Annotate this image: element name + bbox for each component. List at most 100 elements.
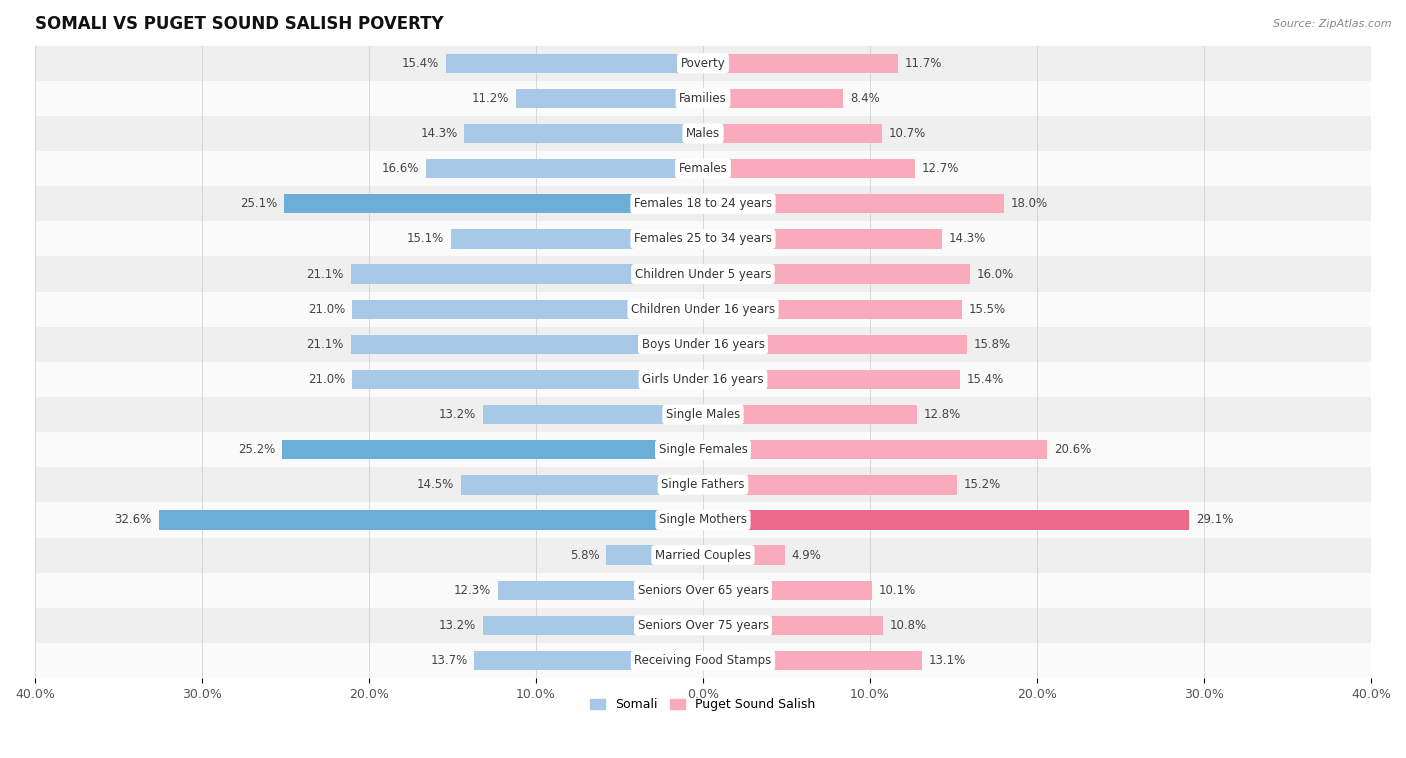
Bar [703, 229, 942, 249]
Text: Children Under 5 years: Children Under 5 years [634, 268, 772, 280]
Text: 10.1%: 10.1% [879, 584, 915, 597]
Text: 10.7%: 10.7% [889, 127, 925, 140]
Bar [703, 651, 922, 670]
Text: Females 25 to 34 years: Females 25 to 34 years [634, 233, 772, 246]
Legend: Somali, Puget Sound Salish: Somali, Puget Sound Salish [585, 693, 821, 716]
Text: Source: ZipAtlas.com: Source: ZipAtlas.com [1274, 19, 1392, 29]
Text: 25.2%: 25.2% [238, 443, 276, 456]
Text: 14.3%: 14.3% [949, 233, 986, 246]
Bar [35, 256, 1371, 292]
Text: 4.9%: 4.9% [792, 549, 821, 562]
Text: Boys Under 16 years: Boys Under 16 years [641, 338, 765, 351]
Text: Single Fathers: Single Fathers [661, 478, 745, 491]
Text: Girls Under 16 years: Girls Under 16 years [643, 373, 763, 386]
Bar [353, 370, 703, 389]
Text: Females 18 to 24 years: Females 18 to 24 years [634, 197, 772, 210]
Text: Single Mothers: Single Mothers [659, 513, 747, 527]
Text: 16.0%: 16.0% [977, 268, 1014, 280]
Bar [35, 537, 1371, 573]
Text: 25.1%: 25.1% [240, 197, 277, 210]
Bar [703, 265, 970, 283]
Bar [35, 643, 1371, 678]
Bar [35, 573, 1371, 608]
Bar [464, 124, 703, 143]
Bar [35, 432, 1371, 467]
Bar [703, 615, 883, 635]
Text: 15.5%: 15.5% [969, 302, 1005, 315]
Bar [451, 229, 703, 249]
Text: 12.3%: 12.3% [454, 584, 491, 597]
Text: 18.0%: 18.0% [1011, 197, 1047, 210]
Text: 8.4%: 8.4% [851, 92, 880, 105]
Bar [446, 54, 703, 73]
Bar [703, 54, 898, 73]
Bar [284, 194, 703, 214]
Text: Seniors Over 65 years: Seniors Over 65 years [637, 584, 769, 597]
Bar [35, 397, 1371, 432]
Bar [159, 510, 703, 530]
Bar [35, 151, 1371, 186]
Bar [703, 370, 960, 389]
Bar [498, 581, 703, 600]
Bar [703, 546, 785, 565]
Bar [35, 327, 1371, 362]
Text: 21.1%: 21.1% [307, 338, 344, 351]
Text: 13.2%: 13.2% [439, 619, 475, 632]
Bar [482, 405, 703, 424]
Bar [353, 299, 703, 319]
Text: 13.7%: 13.7% [430, 654, 468, 667]
Bar [703, 334, 967, 354]
Text: Seniors Over 75 years: Seniors Over 75 years [637, 619, 769, 632]
Text: SOMALI VS PUGET SOUND SALISH POVERTY: SOMALI VS PUGET SOUND SALISH POVERTY [35, 15, 443, 33]
Text: Females: Females [679, 162, 727, 175]
Text: 14.3%: 14.3% [420, 127, 457, 140]
Bar [516, 89, 703, 108]
Text: 15.1%: 15.1% [406, 233, 444, 246]
Bar [350, 265, 703, 283]
Text: 29.1%: 29.1% [1195, 513, 1233, 527]
Bar [35, 292, 1371, 327]
Text: 21.1%: 21.1% [307, 268, 344, 280]
Bar [35, 221, 1371, 256]
Text: Children Under 16 years: Children Under 16 years [631, 302, 775, 315]
Text: Receiving Food Stamps: Receiving Food Stamps [634, 654, 772, 667]
Text: Single Males: Single Males [666, 408, 740, 421]
Text: Families: Families [679, 92, 727, 105]
Text: 12.8%: 12.8% [924, 408, 960, 421]
Text: 10.8%: 10.8% [890, 619, 927, 632]
Text: 32.6%: 32.6% [115, 513, 152, 527]
Text: 13.2%: 13.2% [439, 408, 475, 421]
Bar [703, 299, 962, 319]
Text: 15.4%: 15.4% [967, 373, 1004, 386]
Bar [35, 362, 1371, 397]
Text: Males: Males [686, 127, 720, 140]
Bar [482, 615, 703, 635]
Text: 16.6%: 16.6% [381, 162, 419, 175]
Text: 15.2%: 15.2% [963, 478, 1001, 491]
Bar [703, 581, 872, 600]
Text: 11.2%: 11.2% [472, 92, 509, 105]
Bar [283, 440, 703, 459]
Text: Single Females: Single Females [658, 443, 748, 456]
Bar [426, 159, 703, 178]
Bar [474, 651, 703, 670]
Text: Poverty: Poverty [681, 57, 725, 70]
Bar [350, 334, 703, 354]
Bar [703, 510, 1189, 530]
Bar [703, 194, 1004, 214]
Bar [703, 440, 1047, 459]
Text: 21.0%: 21.0% [308, 302, 346, 315]
Bar [35, 467, 1371, 503]
Bar [703, 89, 844, 108]
Text: 15.4%: 15.4% [402, 57, 439, 70]
Text: 5.8%: 5.8% [569, 549, 599, 562]
Bar [35, 608, 1371, 643]
Bar [703, 159, 915, 178]
Text: Married Couples: Married Couples [655, 549, 751, 562]
Text: 21.0%: 21.0% [308, 373, 346, 386]
Text: 20.6%: 20.6% [1053, 443, 1091, 456]
Text: 13.1%: 13.1% [928, 654, 966, 667]
Text: 12.7%: 12.7% [922, 162, 959, 175]
Text: 15.8%: 15.8% [973, 338, 1011, 351]
Bar [35, 503, 1371, 537]
